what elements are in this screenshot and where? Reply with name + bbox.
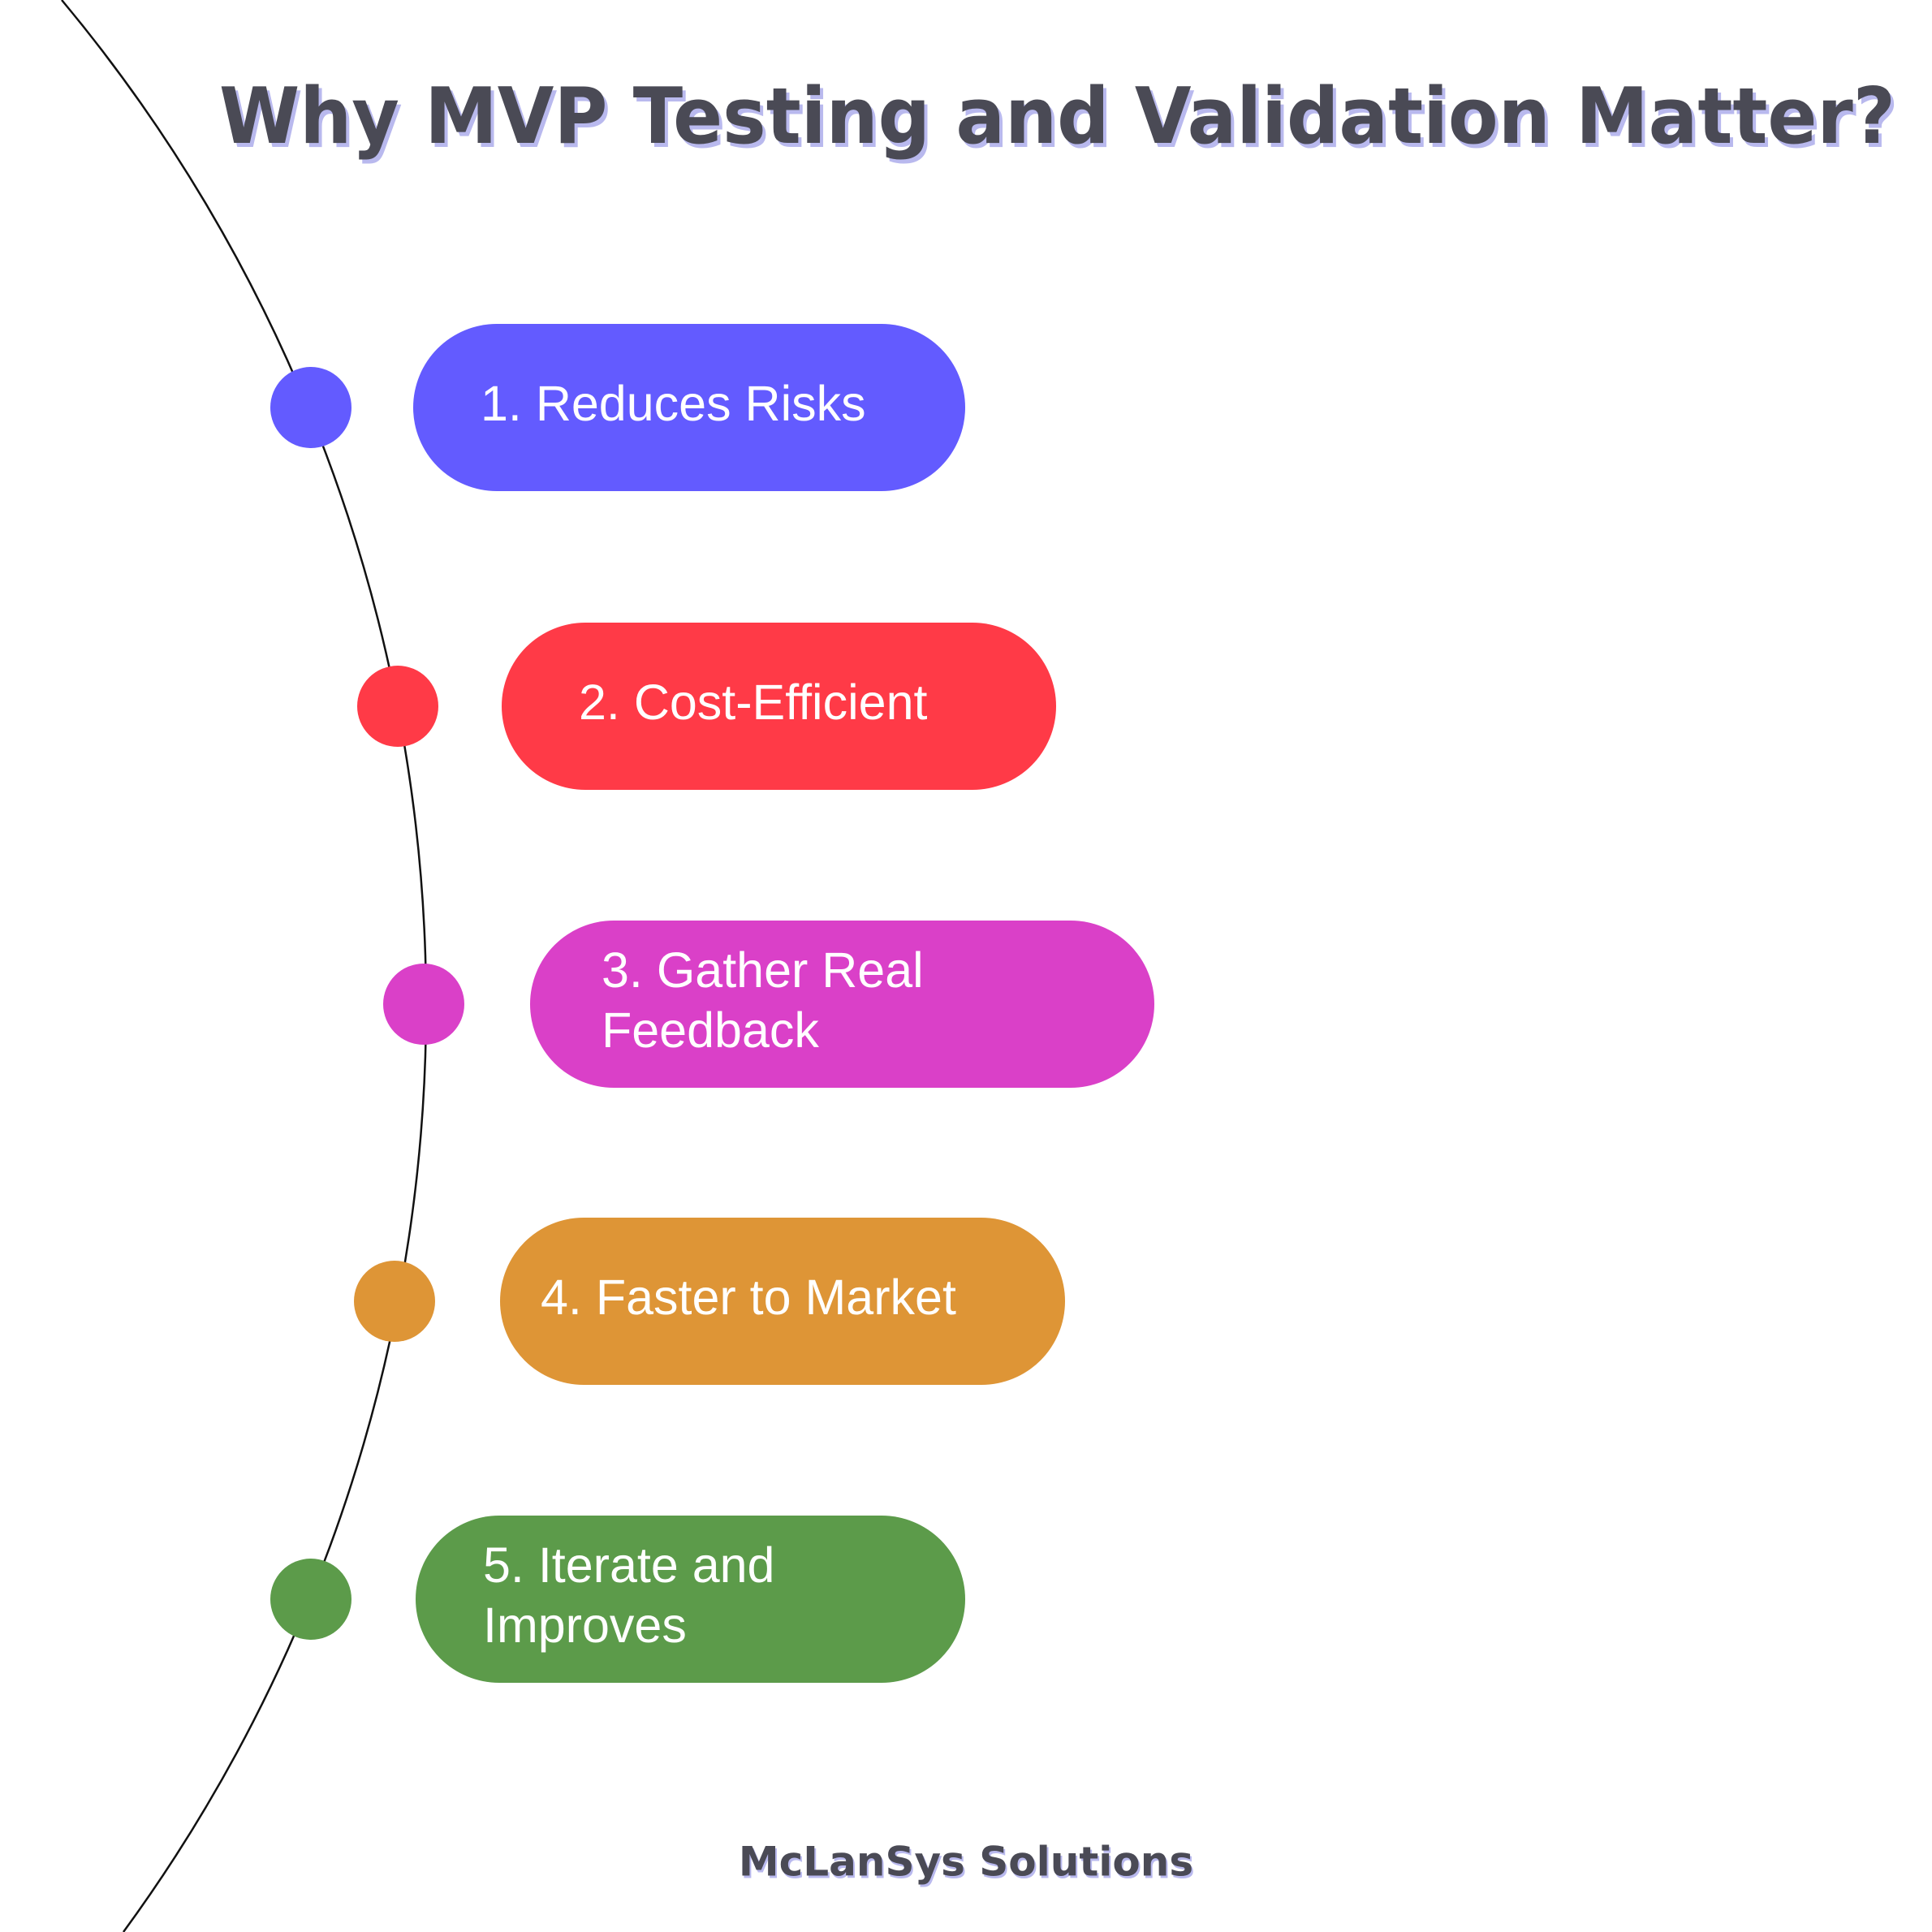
- item-label: Improves: [483, 1598, 687, 1653]
- item-label: Feedback: [602, 1003, 819, 1058]
- timeline-dot: [270, 1559, 351, 1640]
- timeline-dot: [354, 1261, 435, 1342]
- item-pill: [413, 324, 965, 491]
- item-label: 1. Reduces Risks: [481, 376, 866, 431]
- list-item: 1. Reduces Risks: [270, 324, 965, 491]
- footer: McLanSys Solutions: [739, 1839, 1193, 1886]
- item-label: 2. Cost-Efficient: [579, 675, 927, 730]
- item-pill: [500, 1218, 1065, 1385]
- timeline-dot: [383, 964, 464, 1045]
- timeline-dot: [357, 666, 438, 747]
- item-pill: [530, 921, 1154, 1088]
- item-pill: [502, 623, 1056, 790]
- item-label: 5. Iterate and: [483, 1537, 774, 1593]
- list-item: 2. Cost-Efficient: [357, 623, 1056, 790]
- item-label: 3. Gather Real: [602, 942, 924, 998]
- timeline-arc: [61, 0, 428, 1932]
- item-pill: [416, 1516, 965, 1683]
- item-label: 4. Faster to Market: [541, 1270, 956, 1325]
- title: Why MVP Testing and Validation Matter?: [219, 72, 1895, 162]
- timeline-dot: [270, 367, 351, 448]
- list-item: 4. Faster to Market: [354, 1218, 1065, 1385]
